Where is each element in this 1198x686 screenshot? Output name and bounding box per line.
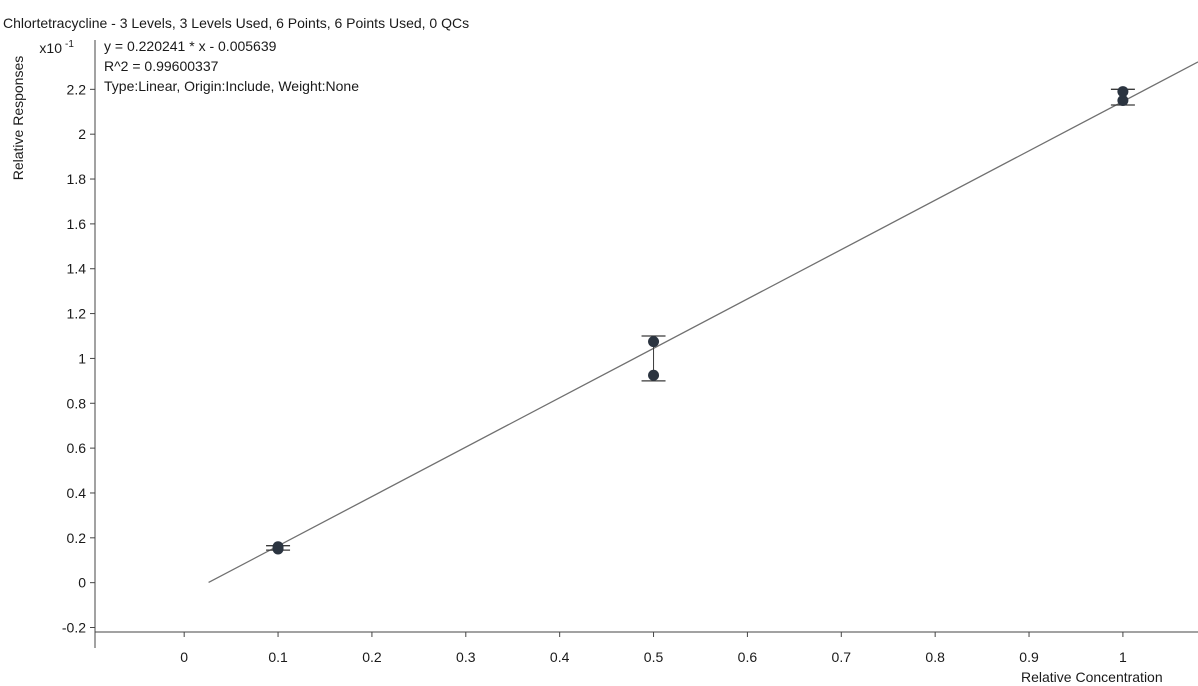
x-tick-label: 0.3	[456, 649, 476, 665]
x-tick-label: 0.1	[268, 649, 288, 665]
y-tick-label: 2	[78, 126, 86, 142]
y-tick-label: 1.4	[67, 261, 87, 277]
equation-annotation: y = 0.220241 * x - 0.005639	[104, 38, 277, 54]
data-points	[272, 86, 1129, 555]
y-tick-label: 1.8	[67, 171, 87, 187]
error-bars	[266, 88, 1135, 551]
data-point	[1117, 95, 1129, 107]
fit-type-annotation: Type:Linear, Origin:Include, Weight:None	[104, 78, 359, 94]
y-tick-label: 1	[78, 350, 86, 366]
x-tick-label: 1	[1119, 649, 1127, 665]
y-multiplier: x10	[39, 40, 62, 56]
x-axis-label: Relative Concentration	[1021, 669, 1163, 685]
y-multiplier-exponent: -1	[65, 39, 74, 50]
ticks: -0.2 0 0.2 0.4 0.6 0.8 1 1.2 1.4 1.6 1.8 2 2.2 0 0.1 0.…	[62, 81, 1127, 665]
data-point	[648, 369, 660, 381]
data-point	[1117, 86, 1129, 98]
data-point	[272, 541, 284, 553]
x-tick-label: 0.7	[832, 649, 852, 665]
y-tick-label: 0.8	[67, 395, 87, 411]
y-tick-label: 2.2	[67, 81, 87, 97]
x-tick-label: 0.8	[925, 649, 945, 665]
x-tick-label: 0.4	[550, 649, 570, 665]
fit-line	[208, 61, 1198, 584]
y-tick-label: -0.2	[62, 620, 86, 636]
y-tick-label: 1.2	[67, 306, 87, 322]
y-tick-label: 0	[78, 575, 86, 591]
axes	[94, 40, 1198, 648]
data-point	[648, 336, 660, 348]
x-tick-label: 0	[180, 649, 188, 665]
x-tick-label: 0.5	[644, 649, 664, 665]
y-tick-label: 0.6	[67, 440, 87, 456]
x-tick-label: 0.2	[362, 649, 382, 665]
fit-line-group	[208, 61, 1198, 584]
r-squared-annotation: R^2 = 0.99600337	[104, 58, 219, 74]
x-tick-label: 0.9	[1019, 649, 1039, 665]
x-tick-label: 0.6	[738, 649, 758, 665]
chart-title: Chlortetracycline - 3 Levels, 3 Levels U…	[3, 15, 470, 31]
y-tick-label: 1.6	[67, 216, 87, 232]
y-tick-label: 0.2	[67, 530, 87, 546]
y-tick-label: 0.4	[67, 485, 87, 501]
y-axis-label: Relative Responses	[10, 56, 26, 181]
